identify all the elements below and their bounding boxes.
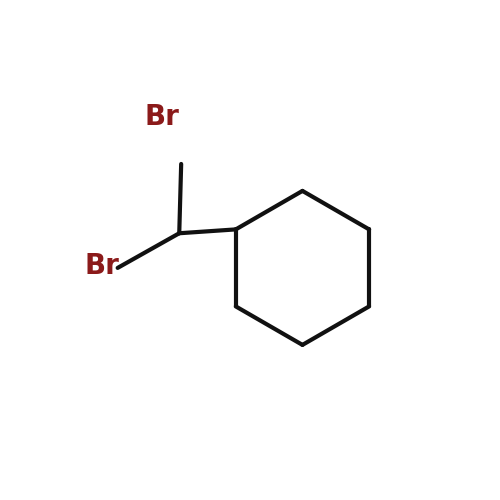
Text: Br: Br [85, 252, 120, 280]
Text: Br: Br [144, 103, 180, 131]
